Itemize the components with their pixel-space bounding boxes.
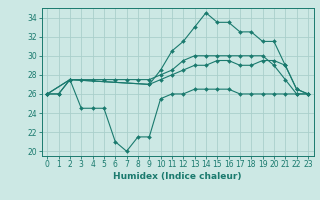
X-axis label: Humidex (Indice chaleur): Humidex (Indice chaleur): [113, 172, 242, 181]
